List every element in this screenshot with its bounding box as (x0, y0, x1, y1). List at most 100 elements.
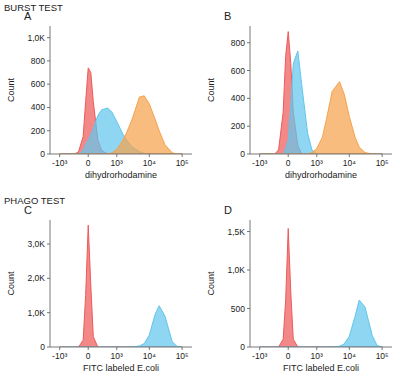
plot-area (60, 225, 182, 347)
panel-letter: B (224, 10, 231, 22)
y-tick (47, 312, 50, 313)
x-tick (349, 347, 350, 350)
x-tick-label: 0 (86, 158, 91, 168)
plot-area (60, 68, 182, 154)
histogram-fill (260, 82, 382, 154)
y-tick (247, 270, 250, 271)
x-tick (382, 154, 383, 157)
x-tick (149, 347, 150, 350)
x-tick-label: -10³ (52, 351, 67, 361)
x-tick-label: -10³ (52, 158, 67, 168)
x-tick (116, 347, 117, 350)
y-tick-label: 400 (31, 102, 45, 112)
y-tick-label: 400 (231, 93, 245, 103)
y-axis (50, 26, 51, 154)
x-axis-label: dihydrorhodamine (85, 170, 157, 180)
x-axis (50, 347, 192, 348)
x-tick-label: 0 (286, 351, 291, 361)
y-tick (47, 130, 50, 131)
x-tick (116, 154, 117, 157)
panel: B0200400600800-10³010³10⁴10⁵dihydrorhoda… (206, 10, 392, 180)
x-tick (382, 347, 383, 350)
y-tick-label: 0 (40, 342, 45, 352)
x-tick-label: 10⁴ (343, 158, 356, 168)
y-tick-label: 600 (231, 66, 245, 76)
x-tick-label: 10⁵ (376, 158, 389, 168)
y-axis (50, 220, 51, 347)
panel-letter: A (24, 10, 32, 22)
y-tick (247, 126, 250, 127)
y-tick-label: 200 (231, 121, 245, 131)
x-tick-label: 0 (286, 158, 291, 168)
y-tick-label: 500 (231, 304, 245, 314)
histogram-fill (60, 225, 182, 347)
x-tick-label: 10³ (111, 351, 123, 361)
y-tick (47, 154, 50, 155)
x-tick (88, 347, 89, 350)
y-tick (47, 347, 50, 348)
x-axis (250, 154, 392, 155)
y-tick (247, 308, 250, 309)
x-tick (259, 347, 260, 350)
plot-area (260, 228, 382, 347)
x-tick (182, 154, 183, 157)
x-tick-label: 10⁴ (143, 351, 156, 361)
x-tick (288, 154, 289, 157)
x-tick-label: 10³ (311, 158, 323, 168)
y-tick-label: 1,0K (228, 265, 246, 275)
y-tick (247, 347, 250, 348)
histogram-outline (260, 82, 382, 154)
x-tick-label: 10⁵ (176, 351, 189, 361)
y-tick (47, 60, 50, 61)
y-axis-label: Count (206, 78, 216, 103)
x-tick-label: 10³ (311, 351, 323, 361)
y-tick (47, 107, 50, 108)
histogram-fill (260, 51, 382, 154)
y-tick-label: 0 (40, 149, 45, 159)
y-tick (247, 70, 250, 71)
histogram-fill (60, 68, 182, 154)
x-tick (182, 347, 183, 350)
x-tick-label: 10⁵ (176, 158, 189, 168)
y-tick-label: 2,0K (28, 273, 46, 283)
y-tick-label: 3,0K (28, 239, 46, 249)
x-tick (288, 347, 289, 350)
histogram-fill (60, 306, 182, 347)
panel: C 0 1,0K 2,0K 3,0K -10³ 0 10³ 10⁴ 10⁵ FITC labeled… (6, 204, 192, 373)
section-title: BURST TEST (4, 2, 63, 13)
panel-letter: C (24, 204, 32, 216)
x-tick (59, 347, 60, 350)
histogram-outline (60, 68, 182, 154)
x-tick-label: -10³ (252, 351, 267, 361)
y-tick (47, 244, 50, 245)
x-tick (259, 154, 260, 157)
x-tick (316, 347, 317, 350)
y-tick-label: 0 (240, 149, 245, 159)
panel-letter: D (224, 204, 232, 216)
y-axis-label: Count (6, 271, 16, 296)
x-axis-label: FITC labeled E.coli (83, 363, 159, 373)
y-tick (47, 84, 50, 85)
plot-area (260, 32, 382, 154)
x-tick-label: 10³ (111, 158, 123, 168)
y-tick (247, 231, 250, 232)
x-tick-label: 0 (86, 351, 91, 361)
x-axis-label: dihydrorhodamine (285, 170, 357, 180)
y-axis-label: Count (206, 271, 216, 296)
histogram-outline (260, 228, 382, 347)
x-axis (50, 154, 192, 155)
x-tick-label: -10³ (252, 158, 267, 168)
x-tick-label: 10⁴ (343, 351, 356, 361)
x-tick-label: 10⁴ (143, 158, 156, 168)
y-axis (250, 26, 251, 154)
y-tick-label: 600 (31, 79, 45, 89)
y-tick-label: 0 (240, 342, 245, 352)
figure: BURST TESTPHAGO TESTA02004006008001,0K-1… (0, 0, 400, 380)
x-axis (250, 347, 392, 348)
y-tick (47, 278, 50, 279)
y-tick (47, 37, 50, 38)
x-tick (316, 154, 317, 157)
histogram-outline (260, 51, 382, 154)
y-tick-label: 1,0K (28, 308, 46, 318)
histogram-fill (260, 228, 382, 347)
